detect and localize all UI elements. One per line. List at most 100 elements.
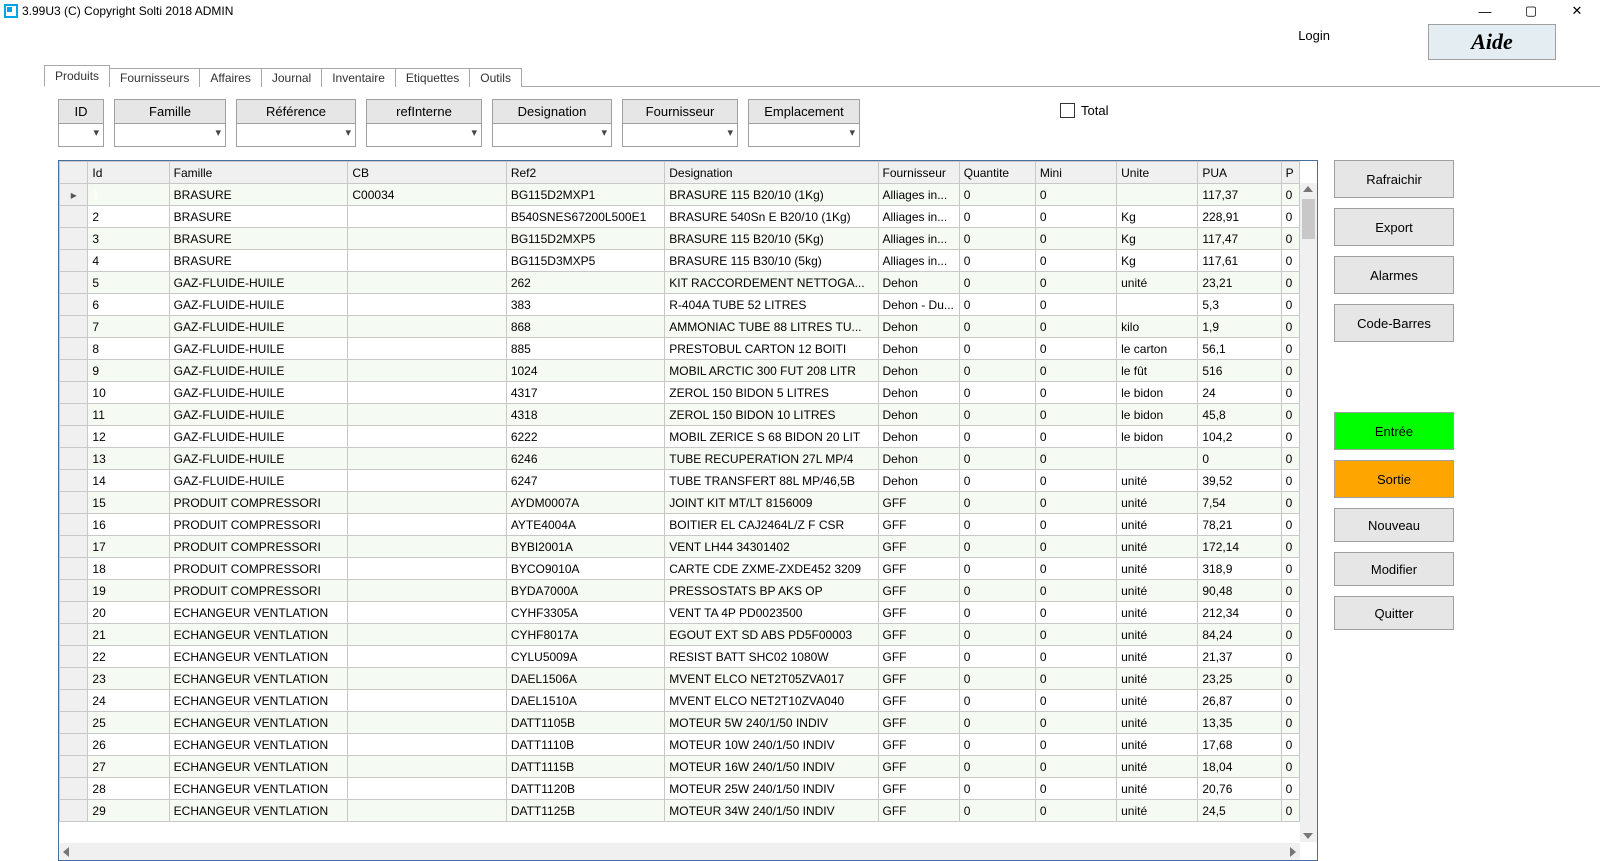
cell[interactable]: EGOUT EXT SD ABS PD5F00003 bbox=[665, 624, 878, 646]
cell[interactable]: ECHANGEUR VENTLATION bbox=[169, 712, 348, 734]
cell[interactable]: le bidon bbox=[1117, 382, 1198, 404]
cell[interactable]: 0 bbox=[959, 756, 1035, 778]
cell[interactable] bbox=[60, 668, 88, 690]
cell[interactable]: R-404A TUBE 52 LITRES bbox=[665, 294, 878, 316]
cell[interactable] bbox=[60, 382, 88, 404]
filter-head-id[interactable]: ID bbox=[58, 99, 104, 124]
cell[interactable]: 0 bbox=[959, 272, 1035, 294]
cell[interactable]: Dehon bbox=[878, 338, 959, 360]
cell[interactable]: 25 bbox=[88, 712, 169, 734]
cell[interactable]: 0 bbox=[1198, 448, 1281, 470]
table-row[interactable]: 7GAZ-FLUIDE-HUILE868AMMONIAC TUBE 88 LIT… bbox=[60, 316, 1300, 338]
cell[interactable]: 0 bbox=[1281, 228, 1299, 250]
cell[interactable]: PRODUIT COMPRESSORI bbox=[169, 580, 348, 602]
cell[interactable] bbox=[348, 778, 506, 800]
cell[interactable] bbox=[60, 492, 88, 514]
cell[interactable] bbox=[348, 448, 506, 470]
cell[interactable]: 0 bbox=[1035, 558, 1116, 580]
table-row[interactable]: 25ECHANGEUR VENTLATIONDATT1105BMOTEUR 5W… bbox=[60, 712, 1300, 734]
cell[interactable]: 0 bbox=[959, 580, 1035, 602]
cell[interactable]: 21 bbox=[88, 624, 169, 646]
cell[interactable]: 6247 bbox=[506, 470, 664, 492]
cell[interactable]: 0 bbox=[1281, 756, 1299, 778]
side-button-entrée[interactable]: Entrée bbox=[1334, 412, 1454, 450]
cell[interactable]: 0 bbox=[1281, 800, 1299, 822]
cell[interactable]: 0 bbox=[1035, 404, 1116, 426]
cell[interactable]: PRODUIT COMPRESSORI bbox=[169, 536, 348, 558]
cell[interactable]: 90,48 bbox=[1198, 580, 1281, 602]
cell[interactable] bbox=[348, 800, 506, 822]
cell[interactable]: 0 bbox=[1035, 492, 1116, 514]
table-row[interactable]: 28ECHANGEUR VENTLATIONDATT1120BMOTEUR 25… bbox=[60, 778, 1300, 800]
cell[interactable]: 26,87 bbox=[1198, 690, 1281, 712]
cell[interactable]: AMMONIAC TUBE 88 LITRES TU... bbox=[665, 316, 878, 338]
table-row[interactable]: 4BRASUREBG115D3MXP5BRASURE 115 B30/10 (5… bbox=[60, 250, 1300, 272]
cell[interactable]: 1 bbox=[88, 184, 169, 206]
cell[interactable]: 20,76 bbox=[1198, 778, 1281, 800]
cell[interactable]: 18,04 bbox=[1198, 756, 1281, 778]
cell[interactable]: 22 bbox=[88, 646, 169, 668]
cell[interactable]: 23,25 bbox=[1198, 668, 1281, 690]
cell[interactable]: 172,14 bbox=[1198, 536, 1281, 558]
cell[interactable] bbox=[348, 470, 506, 492]
cell[interactable]: 0 bbox=[1035, 602, 1116, 624]
cell[interactable]: unité bbox=[1117, 580, 1198, 602]
column-header[interactable]: Designation bbox=[665, 162, 878, 184]
filter-head-refinterne[interactable]: refInterne bbox=[366, 99, 482, 124]
login-link[interactable]: Login bbox=[1298, 28, 1330, 43]
cell[interactable] bbox=[348, 338, 506, 360]
cell[interactable]: 0 bbox=[959, 184, 1035, 206]
cell[interactable] bbox=[60, 272, 88, 294]
cell[interactable]: PRODUIT COMPRESSORI bbox=[169, 514, 348, 536]
cell[interactable]: GFF bbox=[878, 690, 959, 712]
table-row[interactable]: 5GAZ-FLUIDE-HUILE262KIT RACCORDEMENT NET… bbox=[60, 272, 1300, 294]
cell[interactable]: 0 bbox=[1281, 712, 1299, 734]
cell[interactable]: 0 bbox=[1035, 712, 1116, 734]
cell[interactable]: 56,1 bbox=[1198, 338, 1281, 360]
cell[interactable]: 0 bbox=[959, 316, 1035, 338]
cell[interactable]: Alliages in... bbox=[878, 250, 959, 272]
cell[interactable]: 0 bbox=[959, 734, 1035, 756]
cell[interactable]: unité bbox=[1117, 558, 1198, 580]
cell[interactable]: 6246 bbox=[506, 448, 664, 470]
cell[interactable] bbox=[348, 316, 506, 338]
cell[interactable]: Alliages in... bbox=[878, 184, 959, 206]
cell[interactable]: 13,35 bbox=[1198, 712, 1281, 734]
cell[interactable]: le carton bbox=[1117, 338, 1198, 360]
cell[interactable]: BYDA7000A bbox=[506, 580, 664, 602]
cell[interactable]: 0 bbox=[1035, 206, 1116, 228]
cell[interactable]: GFF bbox=[878, 514, 959, 536]
cell[interactable] bbox=[60, 294, 88, 316]
cell[interactable]: BG115D3MXP5 bbox=[506, 250, 664, 272]
filter-select-fournisseur[interactable] bbox=[622, 124, 738, 147]
cell[interactable]: unité bbox=[1117, 712, 1198, 734]
cell[interactable]: 21,37 bbox=[1198, 646, 1281, 668]
table-row[interactable]: 18PRODUIT COMPRESSORIBYCO9010ACARTE CDE … bbox=[60, 558, 1300, 580]
cell[interactable]: 0 bbox=[959, 206, 1035, 228]
cell[interactable]: MOTEUR 10W 240/1/50 INDIV bbox=[665, 734, 878, 756]
cell[interactable]: 0 bbox=[1035, 646, 1116, 668]
table-row[interactable]: 15PRODUIT COMPRESSORIAYDM0007AJOINT KIT … bbox=[60, 492, 1300, 514]
cell[interactable]: 3 bbox=[88, 228, 169, 250]
column-header[interactable]: Mini bbox=[1035, 162, 1116, 184]
cell[interactable]: ▸ bbox=[60, 184, 88, 206]
table-row[interactable]: 9GAZ-FLUIDE-HUILE1024MOBIL ARCTIC 300 FU… bbox=[60, 360, 1300, 382]
cell[interactable]: 28 bbox=[88, 778, 169, 800]
cell[interactable] bbox=[348, 426, 506, 448]
cell[interactable]: JOINT KIT MT/LT 8156009 bbox=[665, 492, 878, 514]
cell[interactable]: 868 bbox=[506, 316, 664, 338]
cell[interactable]: unité bbox=[1117, 668, 1198, 690]
cell[interactable]: 262 bbox=[506, 272, 664, 294]
cell[interactable]: 23 bbox=[88, 668, 169, 690]
table-row[interactable]: 23ECHANGEUR VENTLATIONDAEL1506AMVENT ELC… bbox=[60, 668, 1300, 690]
filter-select-emplacement[interactable] bbox=[748, 124, 860, 147]
cell[interactable]: ECHANGEUR VENTLATION bbox=[169, 624, 348, 646]
cell[interactable] bbox=[60, 228, 88, 250]
cell[interactable]: Alliages in... bbox=[878, 206, 959, 228]
cell[interactable]: 24,5 bbox=[1198, 800, 1281, 822]
cell[interactable]: 10 bbox=[88, 382, 169, 404]
cell[interactable]: le bidon bbox=[1117, 404, 1198, 426]
side-button-nouveau[interactable]: Nouveau bbox=[1334, 508, 1454, 542]
cell[interactable]: Dehon bbox=[878, 316, 959, 338]
cell[interactable]: TUBE TRANSFERT 88L MP/46,5B bbox=[665, 470, 878, 492]
